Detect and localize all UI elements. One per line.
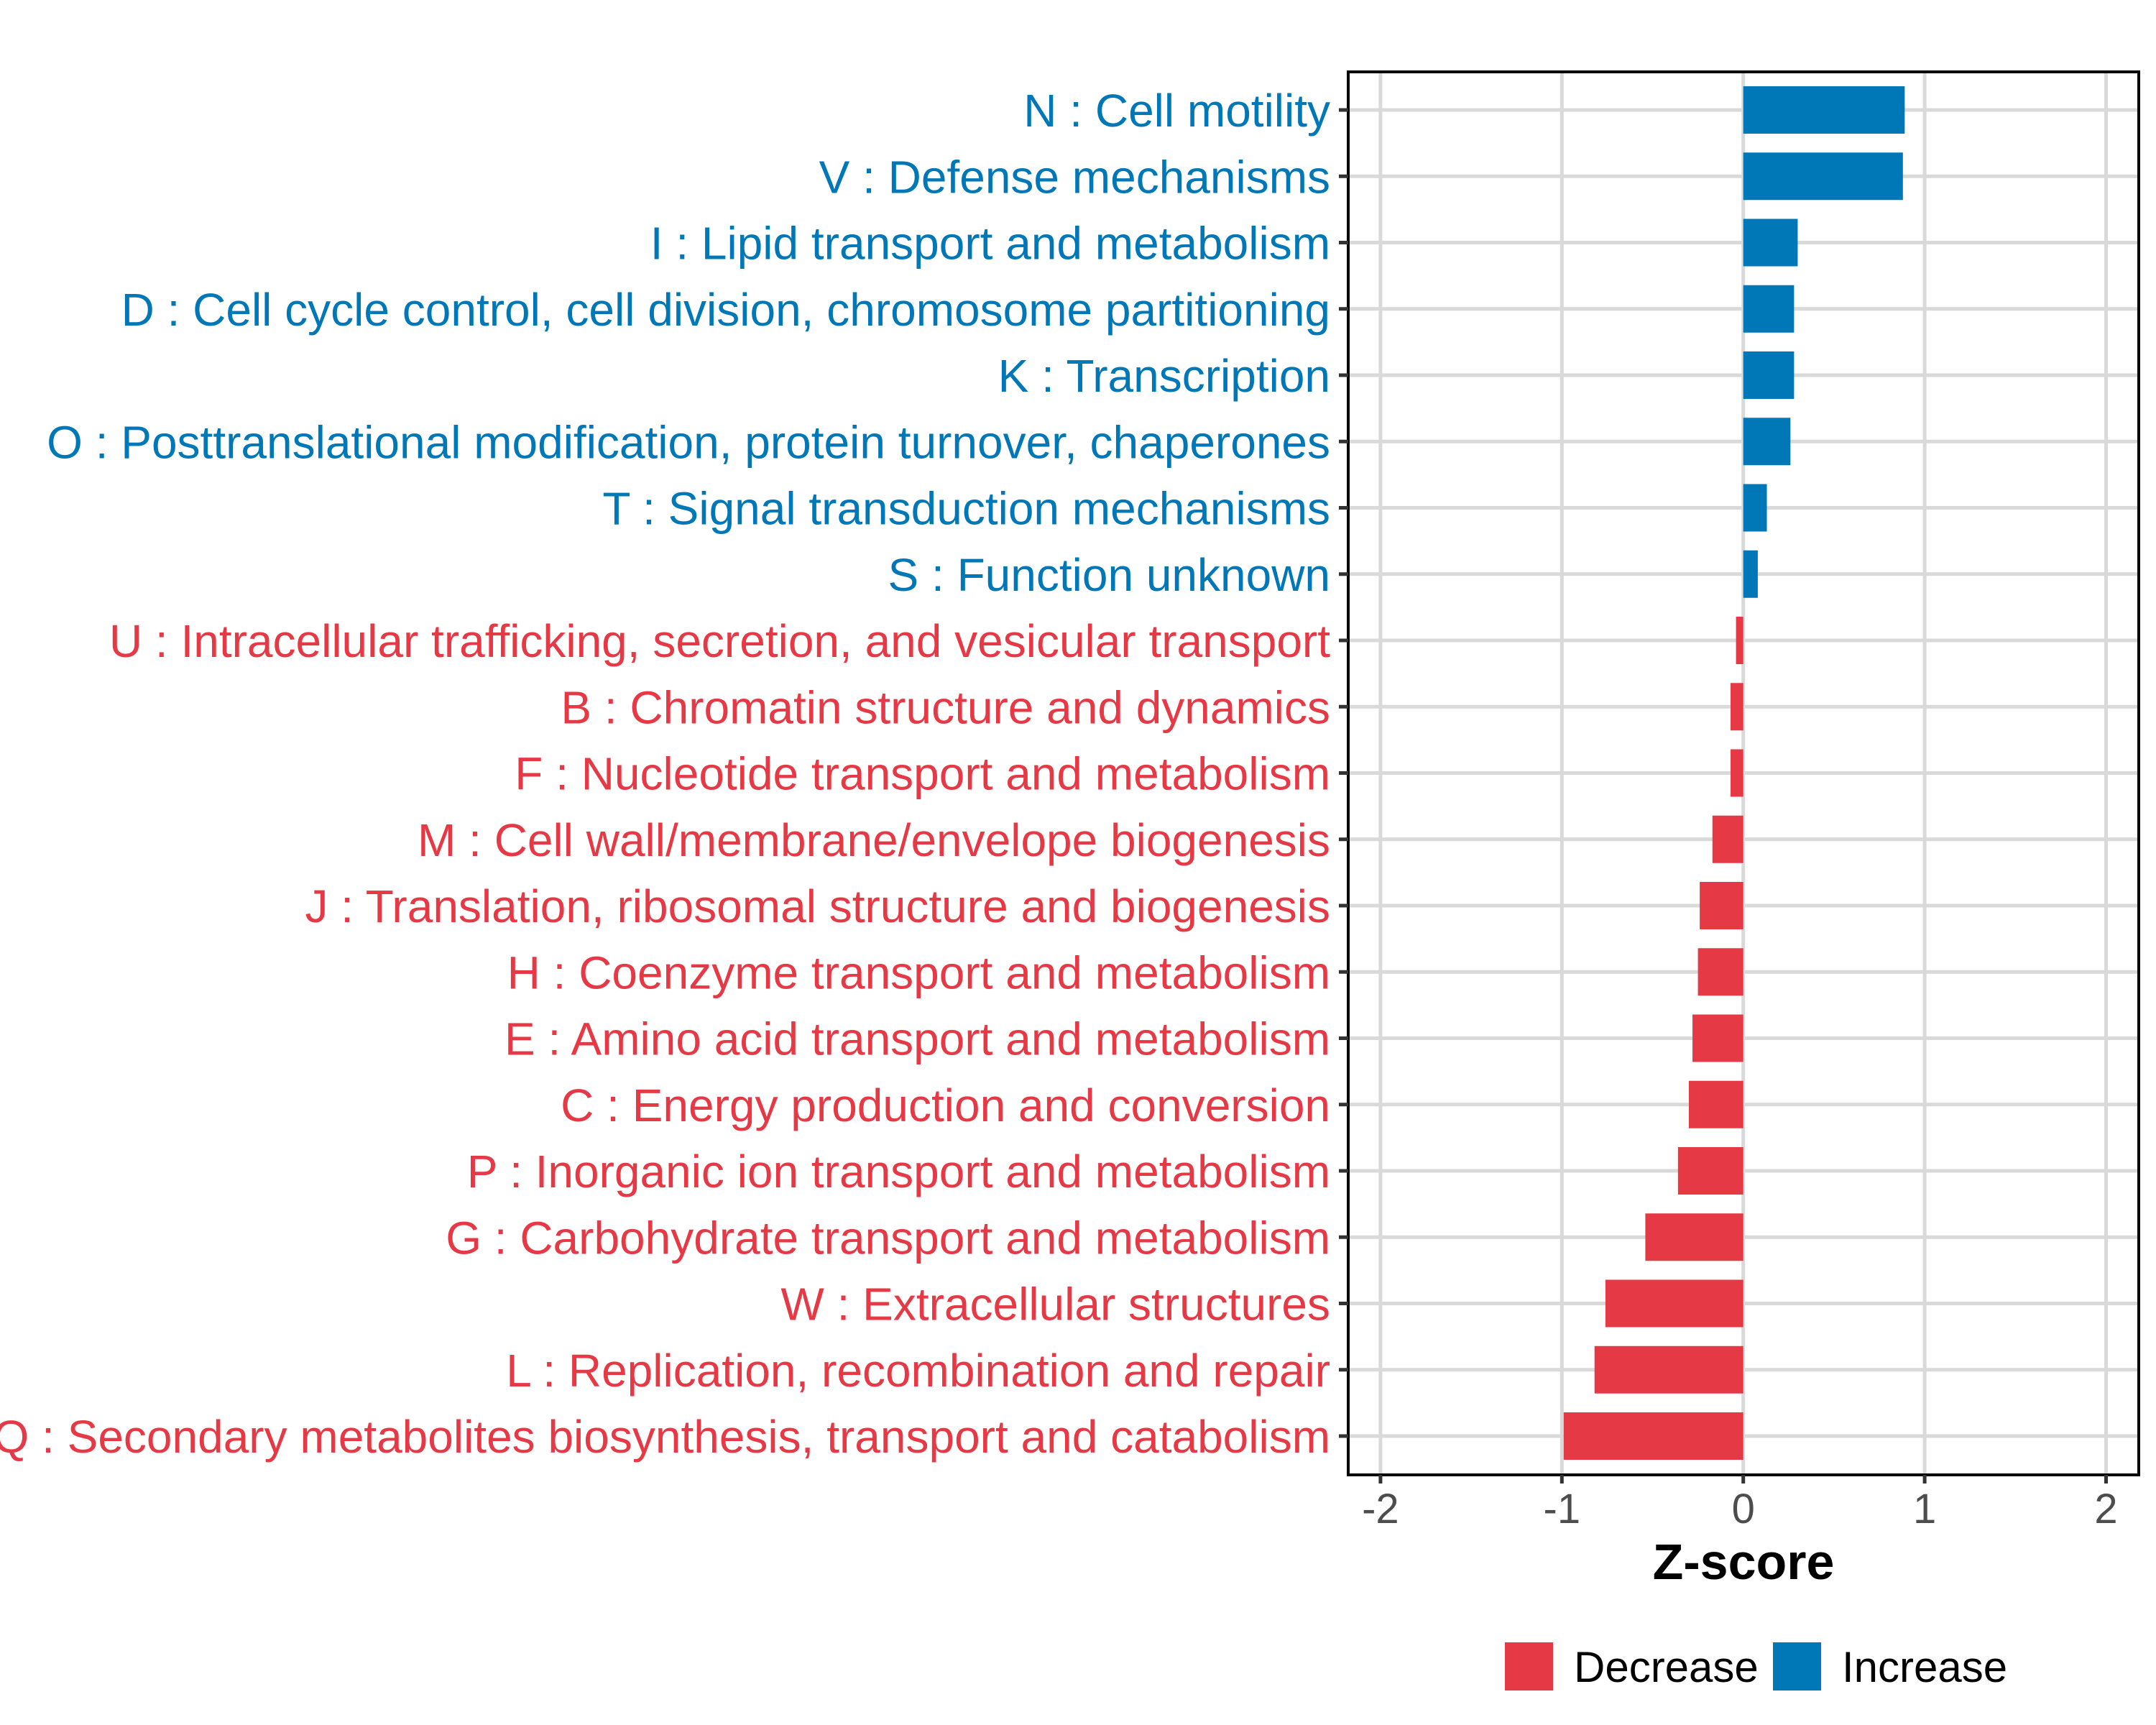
bars <box>1563 86 1905 1460</box>
y-axis-ticks <box>1339 108 1348 1438</box>
y-tick-label: W : Extracellular structures <box>780 1279 1330 1330</box>
legend-label-increase: Increase <box>1842 1643 2007 1691</box>
legend-label-decrease: Decrease <box>1574 1643 1759 1691</box>
bar <box>1594 1346 1743 1394</box>
bar <box>1743 285 1795 333</box>
y-tick-label: L : Replication, recombination and repai… <box>506 1345 1330 1397</box>
bar <box>1743 418 1791 466</box>
x-axis-title: Z-score <box>1653 1534 1835 1590</box>
x-tick-label: -2 <box>1362 1486 1399 1532</box>
bar <box>1743 550 1758 598</box>
y-tick-label: S : Function unknown <box>888 549 1330 601</box>
bar <box>1743 351 1795 399</box>
y-axis-labels: N : Cell motility V : Defense mechanisms I… <box>0 85 1330 1463</box>
y-tick-label: U : Intracellular trafficking, secretion… <box>109 615 1330 667</box>
bar <box>1743 484 1767 532</box>
y-tick-label: M : Cell wall/membrane/envelope biogenes… <box>418 814 1330 866</box>
y-tick-label: G : Carbohydrate transport and metabolis… <box>446 1212 1330 1264</box>
x-axis-ticks <box>1378 1475 2108 1484</box>
bar <box>1697 948 1743 996</box>
x-tick-label: 0 <box>1732 1486 1755 1532</box>
bar <box>1743 86 1905 134</box>
bar <box>1731 749 1743 797</box>
y-tick-label: C : Energy production and conversion <box>561 1080 1330 1131</box>
y-tick-label: J : Translation, ribosomal structure and… <box>305 880 1331 932</box>
bar <box>1688 1080 1743 1128</box>
y-tick-label: Q : Secondary metabolites biosynthesis, … <box>0 1411 1330 1463</box>
bar <box>1712 815 1743 863</box>
y-tick-label: T : Signal transduction mechanisms <box>602 483 1330 535</box>
bar <box>1736 617 1743 664</box>
x-tick-label: -1 <box>1544 1486 1581 1532</box>
bar <box>1563 1412 1743 1460</box>
bar <box>1743 152 1903 201</box>
y-tick-label: P : Inorganic ion transport and metaboli… <box>467 1146 1330 1197</box>
bar <box>1692 1014 1743 1062</box>
y-tick-label: O : Posttranslational modification, prot… <box>47 416 1330 468</box>
y-tick-label: E : Amino acid transport and metabolism <box>505 1013 1330 1065</box>
bar <box>1731 683 1743 731</box>
x-axis-tick-labels: -2 -1 0 1 2 <box>1362 1486 2118 1532</box>
y-tick-label: V : Defense mechanisms <box>819 151 1330 203</box>
x-tick-label: 2 <box>2094 1486 2117 1532</box>
y-tick-label: B : Chromatin structure and dynamics <box>561 681 1330 733</box>
y-tick-label: H : Coenzyme transport and metabolism <box>507 947 1330 998</box>
bar <box>1645 1213 1743 1261</box>
bar <box>1677 1147 1743 1195</box>
legend: Decrease Increase <box>1505 1642 2007 1691</box>
x-tick-label: 1 <box>1913 1486 1936 1532</box>
y-tick-label: I : Lipid transport and metabolism <box>650 218 1330 270</box>
y-tick-label: F : Nucleotide transport and metabolism <box>515 748 1330 800</box>
bar <box>1743 218 1798 267</box>
legend-key-increase <box>1773 1642 1821 1690</box>
bar <box>1605 1279 1743 1328</box>
bar <box>1700 882 1743 929</box>
y-tick-label: K : Transcription <box>998 350 1330 402</box>
y-tick-label: D : Cell cycle control, cell division, c… <box>121 284 1330 336</box>
legend-key-decrease <box>1505 1642 1553 1690</box>
y-tick-label: N : Cell motility <box>1023 85 1330 137</box>
